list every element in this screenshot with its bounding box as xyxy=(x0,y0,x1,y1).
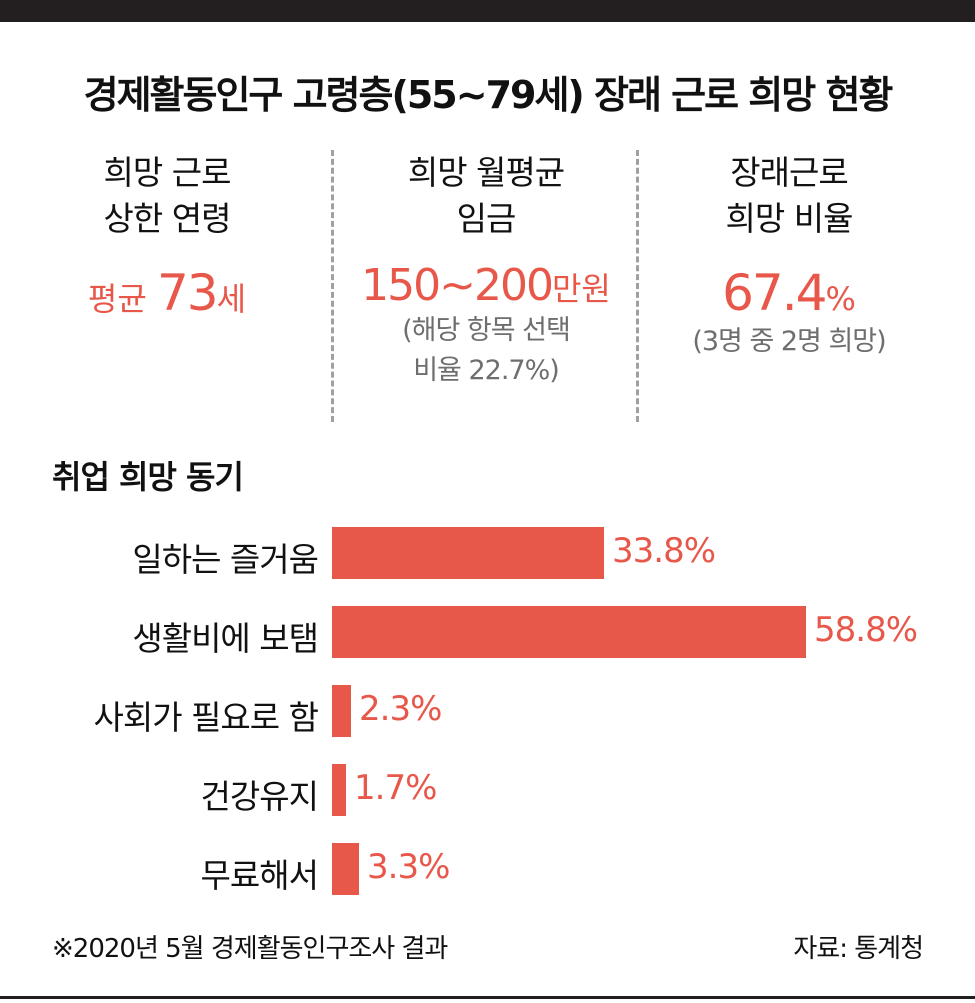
stat-value-prefix: 평균 xyxy=(87,280,157,318)
bottom-rule xyxy=(0,996,975,999)
section-title: 취업 희망 동기 xyxy=(52,458,244,496)
stat-upper-age: 희망 근로 상한 연령 평균 73세 xyxy=(42,150,292,322)
source: 자료: 통계청 xyxy=(793,934,924,964)
footnote: ※2020년 5월 경제활동인구조사 결과 xyxy=(52,934,448,964)
stat-value-number: 67.4 xyxy=(722,264,827,322)
stat-value-number: 150~200 xyxy=(361,260,554,311)
data-label: 58.8% xyxy=(814,610,918,650)
stat-note-line1: (3명 중 2명 희망) xyxy=(692,326,886,357)
bar xyxy=(332,843,359,895)
top-bar xyxy=(0,0,975,22)
stat-label-line1: 희망 월평균 xyxy=(407,153,565,192)
infographic-title: 경제활동인구 고령층(55~79세) 장래 근로 희망 현황 xyxy=(83,73,894,117)
stat-value-number: 73 xyxy=(156,264,219,322)
stat-note-line2: 비율 22.7%) xyxy=(413,355,560,386)
stat-value-unit: 세 xyxy=(216,280,247,318)
stat-value-unit: 만원 xyxy=(551,270,611,308)
bar xyxy=(332,606,806,658)
category-label: 건강유지 xyxy=(200,777,319,816)
category-label: 일하는 즐거움 xyxy=(132,540,319,579)
bar xyxy=(332,685,351,737)
category-label: 무료해서 xyxy=(200,856,319,895)
stat-value: 150~200만원 xyxy=(345,260,627,311)
stat-label-line2: 임금 xyxy=(456,199,517,238)
stat-value: 평균 73세 xyxy=(42,264,292,322)
data-label: 33.8% xyxy=(612,531,716,571)
bar xyxy=(332,764,346,816)
stat-work-hope-ratio: 장래근로 희망 비율 67.4% (3명 중 2명 희망) xyxy=(655,150,923,362)
category-label: 생활비에 보탬 xyxy=(132,619,319,658)
dashed-divider xyxy=(636,150,639,422)
data-label: 3.3% xyxy=(367,847,450,887)
stat-label-line1: 희망 근로 xyxy=(103,153,232,192)
dashed-divider xyxy=(331,150,334,422)
data-label: 2.3% xyxy=(359,689,442,729)
stat-label-line2: 희망 비율 xyxy=(725,199,854,238)
stat-note-line1: (해당 항목 선택 xyxy=(402,315,571,346)
stat-monthly-wage: 희망 월평균 임금 150~200만원 (해당 항목 선택 비율 22.7%) xyxy=(345,150,627,391)
stat-label-line1: 장래근로 xyxy=(730,153,848,192)
bar xyxy=(332,527,604,579)
stat-value-unit: % xyxy=(825,280,856,318)
stat-label-line2: 상한 연령 xyxy=(103,199,232,238)
stat-value: 67.4% xyxy=(655,264,923,322)
data-label: 1.7% xyxy=(354,768,437,808)
category-label: 사회가 필요로 함 xyxy=(93,698,320,737)
